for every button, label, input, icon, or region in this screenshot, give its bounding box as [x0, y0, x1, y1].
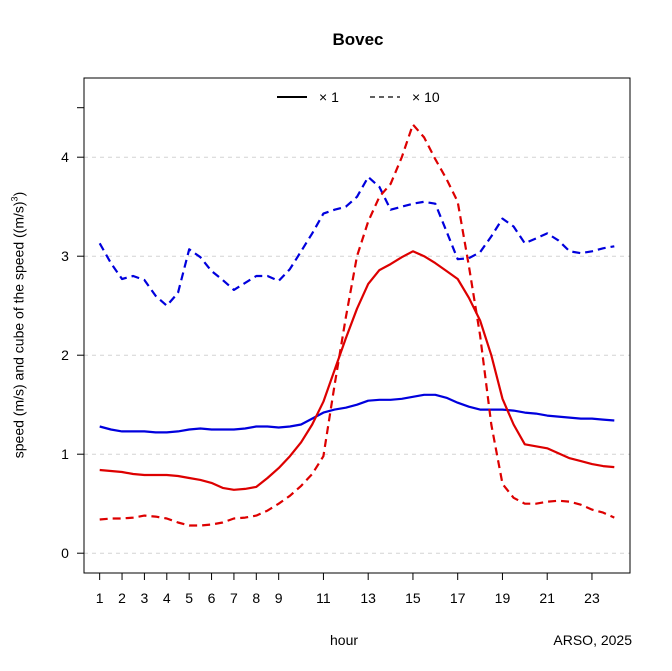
- series-line-2: [99, 250, 615, 491]
- x-tick-label: 19: [495, 590, 511, 606]
- chart-title: Bovec: [332, 30, 384, 49]
- y-tick-label: 4: [61, 149, 69, 165]
- y-axis-label-suffix: ): [10, 191, 27, 197]
- legend-label: × 10: [412, 89, 440, 105]
- y-tick-label: 0: [61, 545, 69, 561]
- series-line-1: [99, 393, 615, 434]
- y-tick-label: 2: [61, 347, 69, 363]
- x-tick-label: 7: [230, 590, 238, 606]
- x-tick-label: 13: [360, 590, 376, 606]
- x-tick-label: 11: [316, 590, 331, 606]
- x-axis-label: hour: [330, 632, 359, 648]
- y-axis-label-sup: 3: [9, 196, 20, 202]
- x-tick-label: 2: [118, 590, 126, 606]
- y-tick-label: 3: [61, 248, 69, 264]
- x-tick-label: 15: [405, 590, 421, 606]
- x-tick-label: 3: [141, 590, 149, 606]
- x-tick-label: 1: [96, 590, 104, 606]
- credit-label: ARSO, 2025: [553, 632, 632, 648]
- x-tick-label: 4: [163, 590, 171, 606]
- x-tick-label: 8: [252, 590, 260, 606]
- x-tick-label: 9: [275, 590, 283, 606]
- series-line-4: [99, 123, 615, 527]
- x-tick-label: 17: [450, 590, 466, 606]
- x-tick-label: 5: [185, 590, 193, 606]
- legend-label: × 1: [319, 89, 339, 105]
- y-tick-label: 1: [61, 446, 69, 462]
- x-tick-label: 21: [539, 590, 555, 606]
- x-tick-label: 6: [208, 590, 216, 606]
- x-tick-label: 23: [584, 590, 600, 606]
- y-axis-label-text: speed (m/s) and cube of the speed ((m/s): [10, 201, 27, 459]
- plot-frame: [83, 77, 631, 574]
- series-line-3: [98, 175, 615, 307]
- y-axis-label: speed (m/s) and cube of the speed ((m/s)…: [10, 192, 27, 458]
